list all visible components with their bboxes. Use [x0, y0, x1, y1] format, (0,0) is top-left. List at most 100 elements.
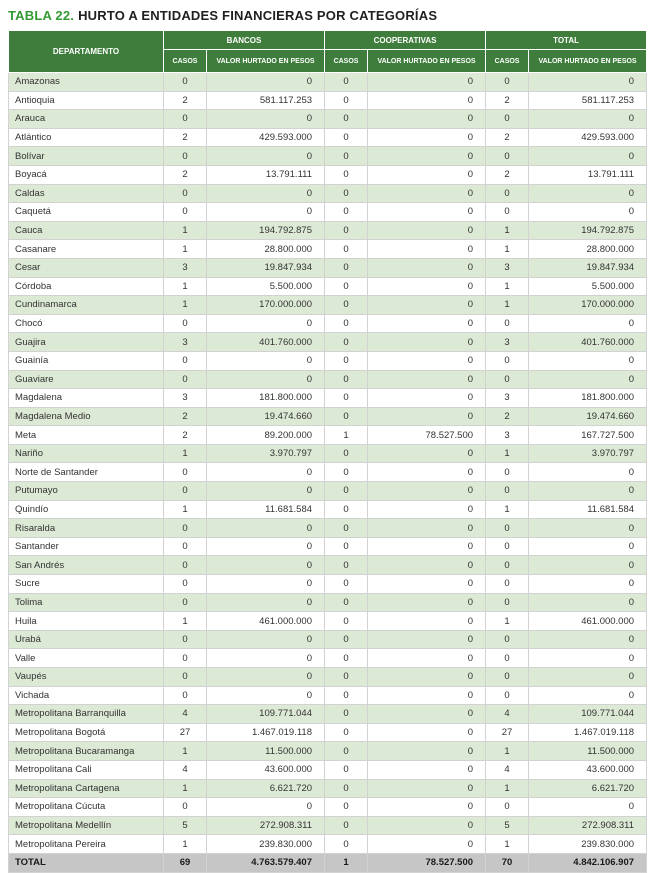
cell-valor: 0: [528, 518, 648, 538]
cell-casos: 0: [485, 146, 530, 166]
cell-casos: 1: [485, 778, 530, 799]
cell-casos: 0: [485, 369, 530, 390]
cell-casos: 0: [324, 741, 369, 761]
cell-casos: 2: [485, 90, 530, 111]
header-bancos-casos: CASOS: [163, 49, 207, 73]
cell-casos: 0: [324, 778, 369, 799]
cell-departamento: Urabá: [8, 629, 164, 650]
cell-casos: 0: [485, 518, 530, 538]
cell-valor: 43.600.000: [205, 759, 326, 780]
table-row: San Andrés 0 0 0 0 0 0: [8, 555, 648, 576]
cell-valor: 170.000.000: [528, 295, 648, 315]
cell-casos: 1: [485, 276, 530, 297]
cell-casos: 0: [163, 592, 207, 613]
cell-valor: 0: [205, 481, 326, 501]
cell-valor: 429.593.000: [205, 127, 326, 148]
cell-valor: 3.970.797: [528, 443, 648, 464]
cell-valor: 0: [367, 481, 487, 501]
cell-casos: 70: [485, 852, 530, 873]
cell-casos: 0: [485, 629, 530, 650]
cell-casos: 3: [485, 332, 530, 352]
cell-valor: 0: [367, 648, 487, 668]
cell-valor: 0: [367, 164, 487, 185]
cell-casos: 1: [485, 295, 530, 315]
cell-casos: 1: [485, 741, 530, 761]
table-row: Santander 0 0 0 0 0 0: [8, 536, 648, 557]
cell-valor: 272.908.311: [528, 815, 648, 836]
cell-departamento: Metropolitana Cali: [8, 759, 164, 780]
cell-casos: 0: [324, 555, 369, 576]
cell-departamento: Antioquia: [8, 90, 164, 111]
cell-casos: 1: [163, 443, 207, 464]
cell-casos: 0: [163, 648, 207, 668]
cell-casos: 1: [485, 611, 530, 631]
cell-valor: 11.681.584: [528, 499, 648, 520]
cell-valor: 0: [205, 350, 326, 371]
cell-casos: 0: [324, 369, 369, 390]
table-row: Caldas 0 0 0 0 0 0: [8, 183, 648, 204]
cell-valor: 0: [367, 629, 487, 650]
cell-casos: 0: [324, 109, 369, 129]
header-group-bancos: BANCOS: [162, 30, 326, 50]
cell-casos: 3: [485, 388, 530, 408]
cell-departamento: Cundinamarca: [8, 295, 164, 315]
cell-valor: 0: [528, 202, 648, 222]
cell-valor: 0: [367, 183, 487, 204]
table-row: Tolima 0 0 0 0 0 0: [8, 592, 648, 613]
cell-casos: 2: [163, 127, 207, 148]
cell-valor: 0: [367, 778, 487, 799]
cell-valor: 0: [528, 72, 648, 92]
cell-departamento: Bolívar: [8, 146, 164, 166]
cell-casos: 0: [163, 574, 207, 594]
cell-departamento: Quindío: [8, 499, 164, 520]
cell-valor: 401.760.000: [528, 332, 648, 352]
cell-valor: 0: [367, 257, 487, 278]
cell-casos: 3: [163, 332, 207, 352]
cell-casos: 4: [485, 759, 530, 780]
table-row: Cundinamarca 1 170.000.000 0 0 1 170.000.000: [8, 295, 648, 315]
cell-departamento: Cesar: [8, 257, 164, 278]
cell-valor: 0: [367, 220, 487, 241]
cell-valor: 11.500.000: [205, 741, 326, 761]
table-row: Guaviare 0 0 0 0 0 0: [8, 369, 648, 390]
table-row: Guajira 3 401.760.000 0 0 3 401.760.000: [8, 332, 648, 352]
cell-valor: 181.800.000: [205, 388, 326, 408]
cell-valor: 0: [205, 685, 326, 706]
table-row: Metropolitana Bogotá 27 1.467.019.118 0 0 27 1…: [8, 722, 648, 743]
cell-casos: 0: [324, 499, 369, 520]
cell-casos: 69: [163, 852, 207, 873]
cell-departamento: Córdoba: [8, 276, 164, 297]
cell-casos: 0: [324, 536, 369, 557]
cell-casos: 0: [485, 109, 530, 129]
table-row: Chocó 0 0 0 0 0 0: [8, 313, 648, 334]
cell-valor: 78.527.500: [367, 425, 487, 445]
cell-casos: 0: [324, 592, 369, 613]
table-row: Casanare 1 28.800.000 0 0 1 28.800.000: [8, 239, 648, 259]
cell-casos: 5: [163, 815, 207, 836]
cell-valor: 0: [367, 276, 487, 297]
header-group-total: TOTAL: [485, 30, 648, 50]
cell-valor: 0: [528, 183, 648, 204]
cell-casos: 0: [163, 369, 207, 390]
cell-casos: 1: [324, 852, 369, 873]
cell-valor: 0: [367, 72, 487, 92]
cell-casos: 0: [163, 518, 207, 538]
cell-valor: 0: [528, 481, 648, 501]
cell-casos: 0: [324, 388, 369, 408]
cell-valor: 0: [367, 536, 487, 557]
cell-valor: 0: [367, 388, 487, 408]
cell-valor: 0: [367, 462, 487, 483]
cell-valor: 0: [205, 648, 326, 668]
cell-valor: 0: [205, 797, 326, 817]
cell-casos: 0: [324, 313, 369, 334]
cell-valor: 0: [367, 834, 487, 854]
cell-valor: 0: [367, 350, 487, 371]
cell-casos: 0: [163, 462, 207, 483]
cell-casos: 2: [485, 164, 530, 185]
cell-valor: 0: [367, 592, 487, 613]
cell-valor: 0: [528, 592, 648, 613]
cell-valor: 6.621.720: [528, 778, 648, 799]
cell-valor: 0: [367, 313, 487, 334]
header-group-cooperativas: COOPERATIVAS: [324, 30, 487, 50]
cell-valor: 461.000.000: [205, 611, 326, 631]
